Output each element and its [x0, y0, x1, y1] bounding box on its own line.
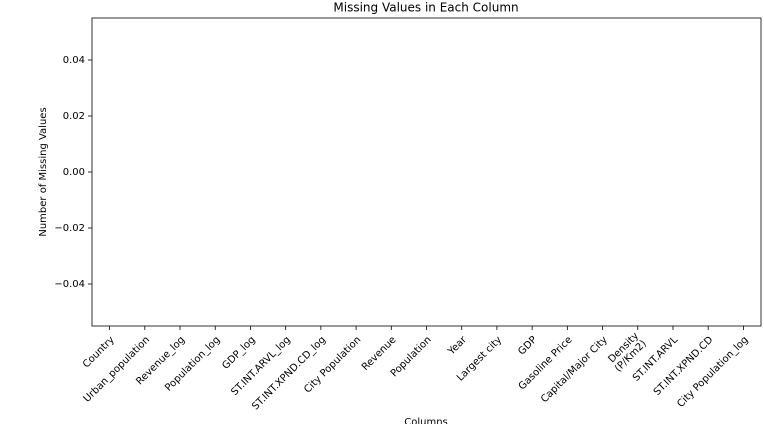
y-tick-label: −0.04 — [54, 279, 85, 290]
plot-frame — [91, 17, 762, 327]
x-tick-label: Capital/Major City — [539, 334, 610, 405]
x-tick-label: ST.INT.ARVL_log — [229, 334, 293, 398]
x-tick-label: GDP — [516, 334, 539, 357]
y-tick-label: 0.02 — [63, 111, 85, 122]
y-tick-label: 0.00 — [63, 167, 85, 178]
y-tick-label: −0.02 — [54, 223, 85, 234]
chart-title: Missing Values in Each Column — [333, 1, 518, 15]
x-tick-label: Country — [81, 334, 117, 370]
x-tick-label: ST.INT.XPND.CD — [652, 334, 716, 398]
y-axis-label: Number of Missing Values — [38, 107, 49, 236]
x-axis-label: Columns — [404, 417, 448, 424]
x-tick-label: Urban_population — [82, 334, 152, 404]
y-tick-label: 0.04 — [63, 55, 85, 66]
x-tick-label: City Population_log — [675, 334, 750, 409]
x-tick-label: Year — [445, 334, 469, 358]
